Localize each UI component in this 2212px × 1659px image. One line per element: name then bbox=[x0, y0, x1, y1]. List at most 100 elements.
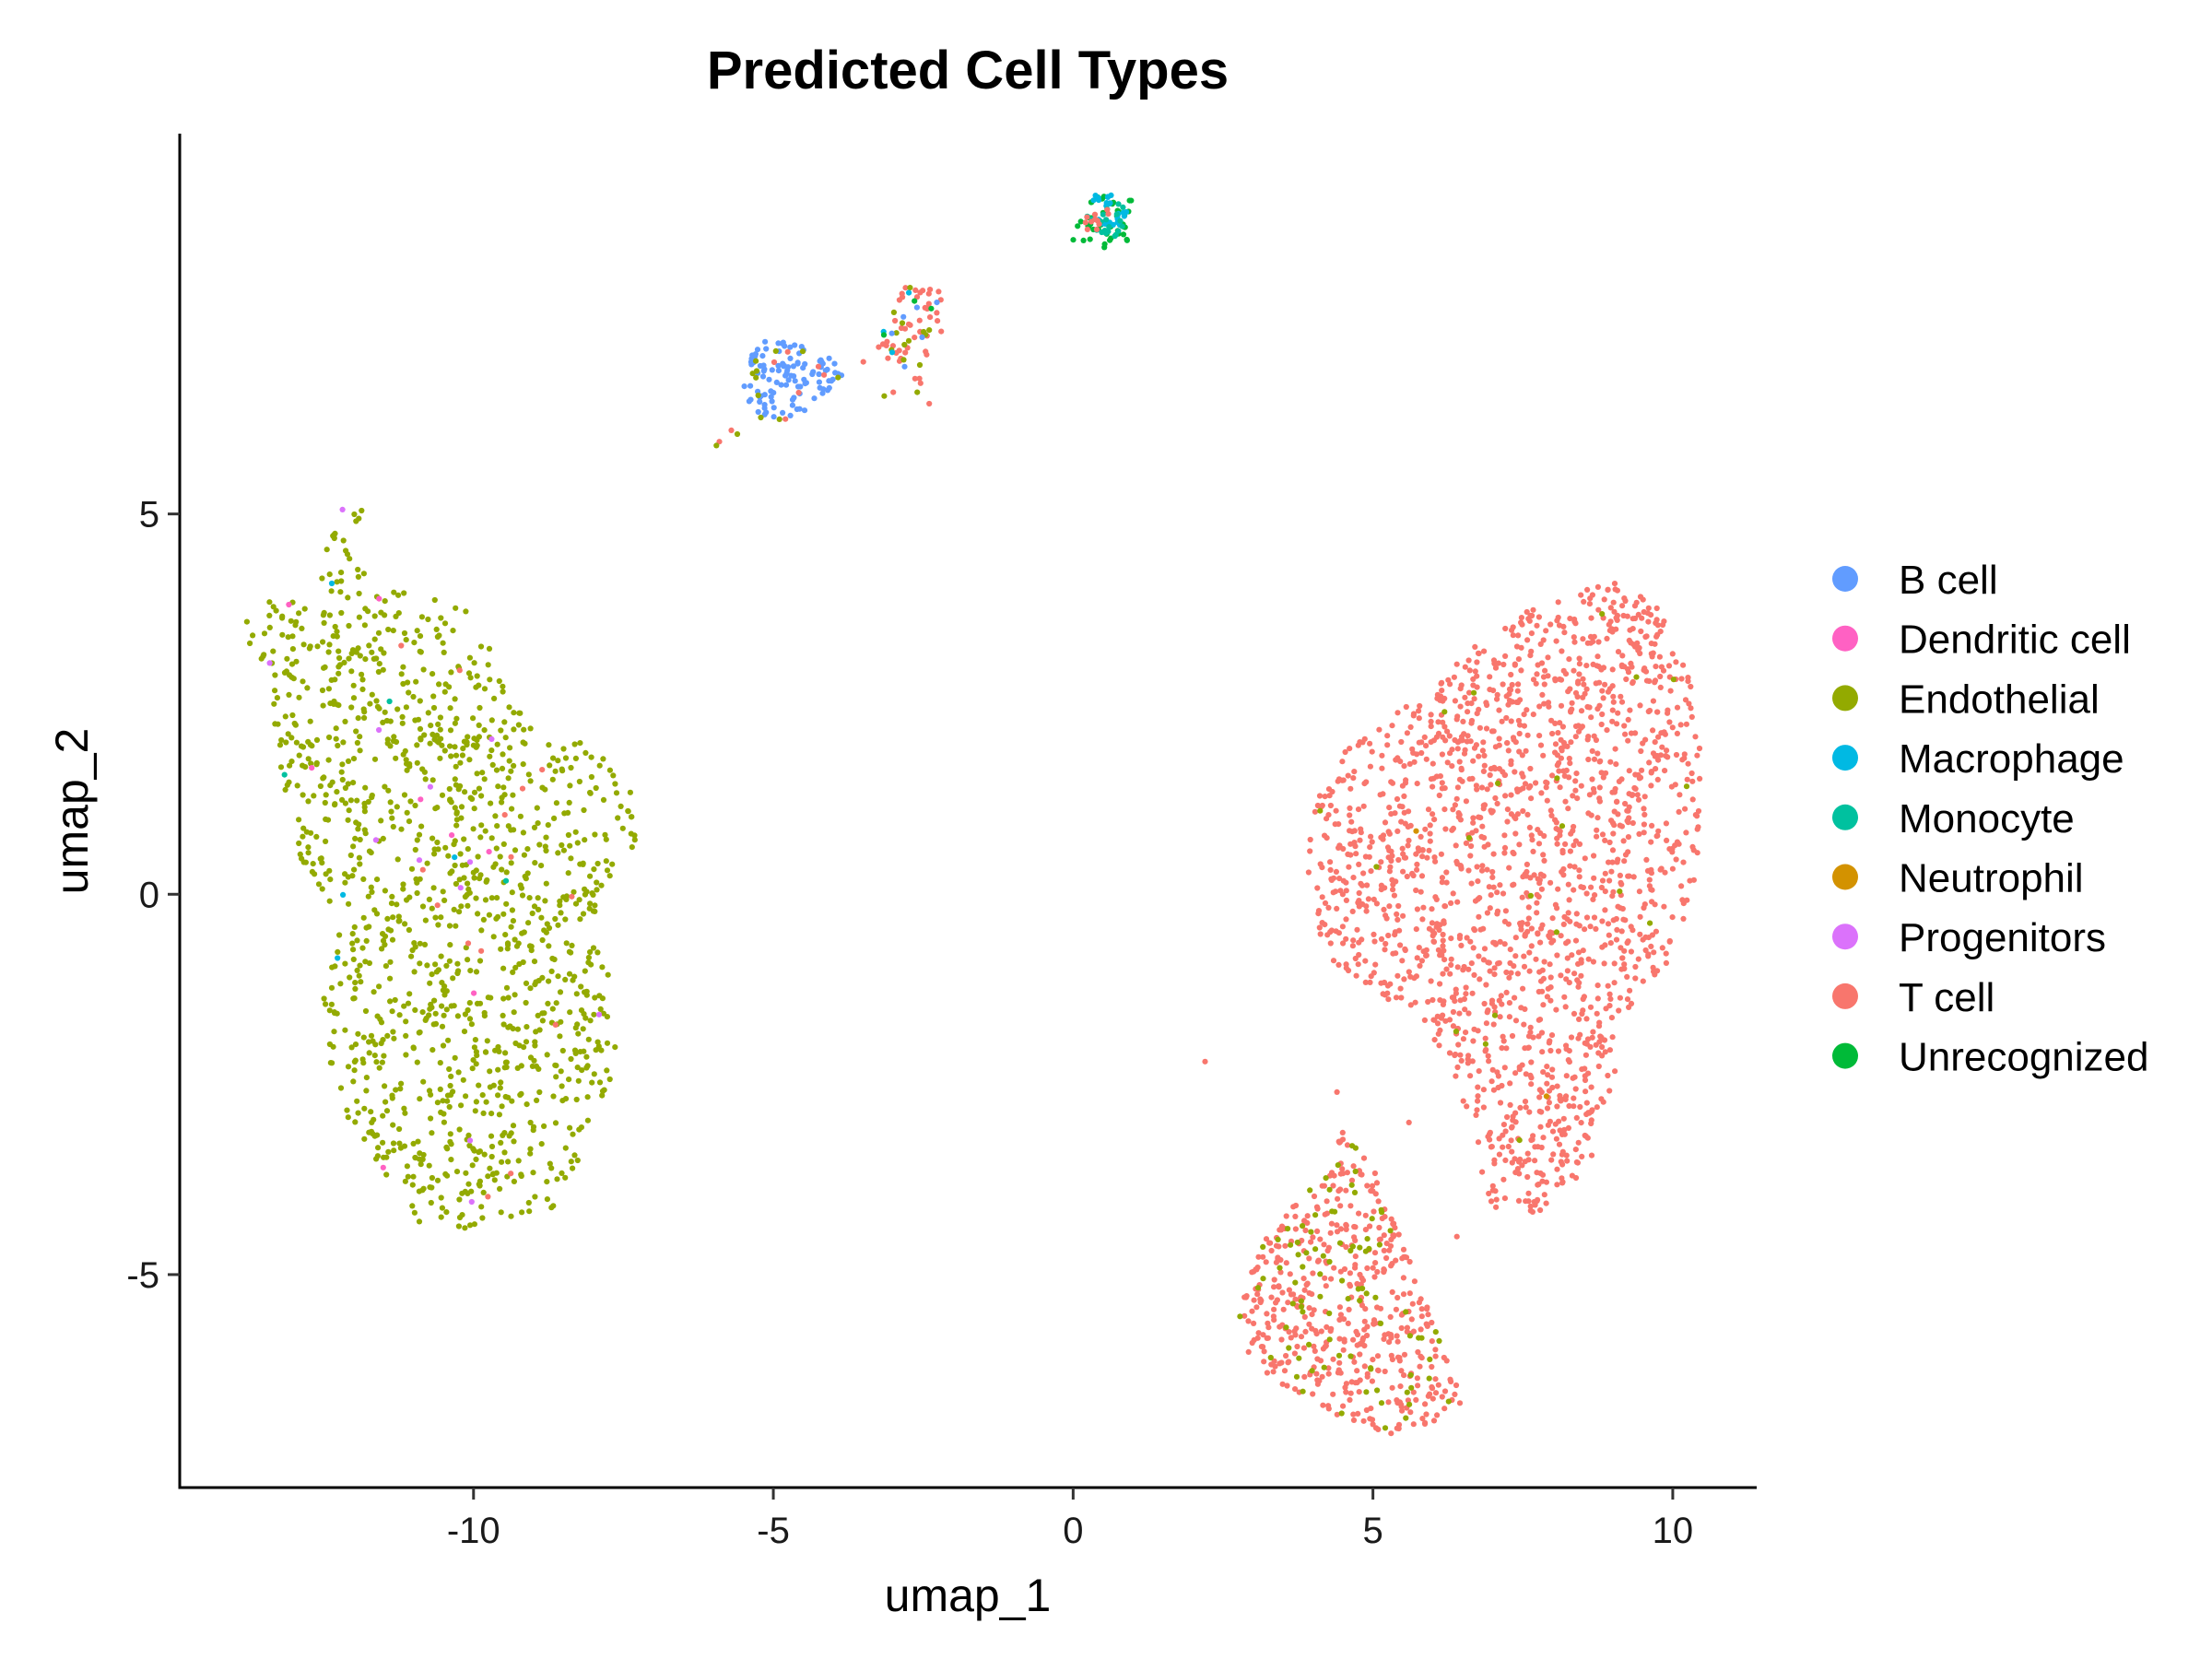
point-t-cell bbox=[1092, 216, 1099, 223]
point-t-cell bbox=[1362, 979, 1369, 985]
point-endothelial bbox=[270, 648, 276, 654]
point-endothelial bbox=[410, 1173, 417, 1180]
point-b-cell bbox=[755, 408, 761, 416]
point-t-cell bbox=[1625, 807, 1631, 814]
point-t-cell bbox=[1328, 1276, 1335, 1282]
point-t-cell bbox=[1407, 1409, 1414, 1416]
point-endothelial bbox=[357, 734, 363, 740]
point-t-cell bbox=[1481, 834, 1488, 841]
point-endothelial bbox=[360, 571, 367, 577]
point-endothelial bbox=[376, 705, 382, 712]
point-t-cell bbox=[1528, 925, 1535, 932]
point-endothelial bbox=[552, 768, 559, 774]
point-endothelial bbox=[348, 668, 355, 675]
point-t-cell bbox=[1582, 1065, 1588, 1072]
point-endothelial bbox=[447, 796, 453, 803]
point-endothelial bbox=[325, 686, 332, 692]
point-t-cell bbox=[1368, 1188, 1374, 1194]
point-t-cell bbox=[1645, 618, 1652, 625]
point-endothelial bbox=[583, 1053, 590, 1060]
point-t-cell bbox=[1605, 982, 1611, 989]
point-t-cell bbox=[1615, 649, 1622, 655]
point-t-cell bbox=[896, 347, 902, 354]
point-t-cell bbox=[917, 380, 924, 386]
point-t-cell bbox=[1548, 1157, 1555, 1163]
point-t-cell bbox=[1547, 1118, 1553, 1124]
point-endothelial bbox=[456, 1196, 463, 1203]
point-t-cell bbox=[1508, 970, 1514, 976]
point-endothelial bbox=[387, 743, 394, 749]
point-t-cell bbox=[912, 335, 918, 341]
point-unrecognized bbox=[1075, 223, 1081, 229]
point-endothelial bbox=[488, 895, 495, 901]
point-t-cell bbox=[1572, 937, 1580, 944]
point-endothelial bbox=[431, 851, 438, 857]
point-t-cell bbox=[1439, 1394, 1445, 1400]
point-t-cell bbox=[1526, 949, 1533, 956]
point-t-cell bbox=[1271, 1317, 1277, 1324]
point-b-cell bbox=[769, 367, 775, 373]
point-t-cell bbox=[1368, 868, 1374, 875]
point-t-cell bbox=[1521, 712, 1527, 718]
point-endothelial bbox=[405, 679, 411, 686]
point-t-cell bbox=[1424, 1306, 1430, 1312]
point-endothelial bbox=[347, 852, 354, 859]
point-t-cell bbox=[1255, 1253, 1262, 1260]
point-t-cell bbox=[1642, 668, 1650, 675]
point-t-cell bbox=[1521, 1021, 1527, 1028]
point-endothelial bbox=[524, 846, 531, 853]
point-endothelial bbox=[536, 1088, 543, 1096]
point-endothelial bbox=[440, 640, 446, 646]
point-endothelial bbox=[398, 1080, 405, 1087]
point-t-cell bbox=[1602, 1049, 1608, 1055]
point-t-cell bbox=[1607, 759, 1614, 765]
point-endothelial bbox=[1527, 892, 1534, 900]
point-endothelial bbox=[362, 606, 369, 612]
point-t-cell bbox=[1337, 1312, 1344, 1318]
point-t-cell bbox=[1376, 1224, 1382, 1231]
point-dendritic-cell bbox=[486, 849, 492, 855]
point-endothelial bbox=[361, 1105, 368, 1112]
point-t-cell bbox=[1547, 929, 1554, 935]
point-endothelial bbox=[497, 1185, 503, 1192]
point-t-cell bbox=[1524, 1173, 1531, 1181]
point-endothelial bbox=[473, 1099, 480, 1105]
point-endothelial bbox=[385, 1148, 392, 1155]
point-t-cell bbox=[1084, 226, 1090, 232]
point-t-cell bbox=[1421, 1017, 1428, 1023]
point-t-cell bbox=[1493, 1196, 1500, 1203]
point-t-cell bbox=[1569, 700, 1575, 706]
point-endothelial bbox=[355, 645, 361, 652]
point-t-cell bbox=[1599, 877, 1606, 884]
point-t-cell bbox=[1388, 1216, 1394, 1222]
point-t-cell bbox=[1682, 697, 1689, 703]
point-endothelial bbox=[250, 632, 256, 639]
point-t-cell bbox=[1586, 792, 1593, 798]
point-b-cell bbox=[769, 398, 775, 405]
point-endothelial bbox=[587, 789, 594, 796]
point-t-cell bbox=[1613, 915, 1619, 923]
point-t-cell bbox=[1260, 1253, 1266, 1260]
point-endothelial bbox=[510, 792, 516, 798]
point-endothelial bbox=[580, 911, 587, 917]
point-endothelial bbox=[369, 1119, 375, 1125]
point-t-cell bbox=[1423, 756, 1430, 762]
point-t-cell bbox=[1496, 707, 1502, 713]
point-endothelial bbox=[334, 789, 340, 795]
point-t-cell bbox=[1406, 760, 1413, 768]
point-endothelial bbox=[474, 1000, 481, 1006]
point-t-cell bbox=[1547, 621, 1554, 628]
point-endothelial bbox=[461, 836, 467, 842]
point-endothelial bbox=[473, 867, 479, 874]
point-t-cell bbox=[1560, 872, 1567, 878]
point-endothelial bbox=[360, 1034, 367, 1041]
point-t-cell bbox=[1431, 930, 1438, 936]
point-endothelial bbox=[453, 605, 459, 611]
point-t-cell bbox=[1554, 1182, 1560, 1188]
point-endothelial bbox=[568, 1159, 574, 1165]
point-t-cell bbox=[1450, 1008, 1456, 1016]
point-endothelial bbox=[352, 835, 359, 842]
point-t-cell bbox=[1526, 968, 1533, 974]
point-endothelial bbox=[414, 889, 420, 897]
